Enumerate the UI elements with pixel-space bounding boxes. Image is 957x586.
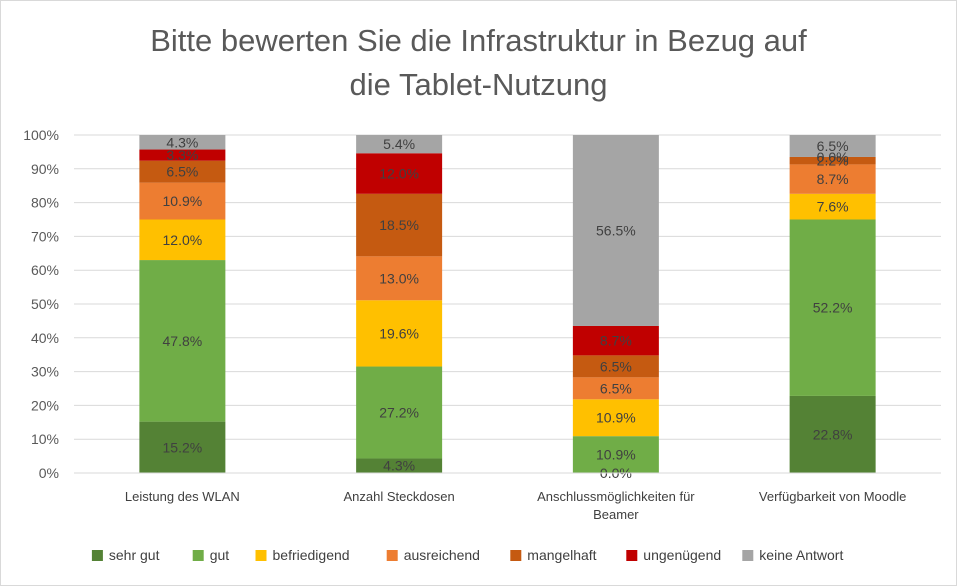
chart-title-line-1: Bitte bewerten Sie die Infrastruktur in … bbox=[150, 23, 807, 58]
bar-segment[interactable] bbox=[139, 135, 226, 150]
legend-item[interactable]: keine Antwort bbox=[742, 547, 843, 563]
bar-segment[interactable] bbox=[789, 193, 876, 220]
y-tick-label: 60% bbox=[31, 262, 59, 278]
chart-title: Bitte bewerten Sie die Infrastruktur in … bbox=[1, 19, 956, 107]
legend-swatch bbox=[742, 550, 754, 561]
y-tick-label: 40% bbox=[31, 330, 59, 346]
bar-segment[interactable] bbox=[789, 156, 876, 165]
legend-item[interactable]: ungenügend bbox=[626, 547, 721, 563]
data-label: 10.9% bbox=[163, 193, 203, 209]
bar-segment[interactable] bbox=[139, 421, 226, 473]
x-category-label: Anschlussmöglichkeiten für bbox=[537, 489, 695, 504]
legend-swatch bbox=[91, 550, 103, 561]
bar-segment[interactable] bbox=[356, 300, 443, 367]
axes: 0% 10% 20% 30% 40% 50% 60% 70% 80% 90% 100% Leistun… bbox=[23, 127, 941, 522]
bar-segment[interactable] bbox=[139, 149, 226, 161]
legend-swatch bbox=[386, 550, 398, 561]
data-label: 2.2% bbox=[817, 153, 849, 169]
x-category-label: Beamer bbox=[593, 507, 639, 522]
data-label: 3.3% bbox=[166, 147, 198, 163]
bar-segment[interactable] bbox=[356, 153, 443, 194]
legend-item[interactable]: ausreichend bbox=[386, 547, 480, 563]
data-label: 12.0% bbox=[379, 166, 419, 182]
legend-label: ausreichend bbox=[404, 547, 480, 563]
y-tick-label: 80% bbox=[31, 195, 59, 211]
legend[interactable]: sehr gut gut befriedigend ausreichend mangel… bbox=[91, 547, 844, 563]
data-label: 6.5% bbox=[600, 380, 632, 396]
legend-label: befriedigend bbox=[273, 547, 350, 563]
legend-swatch bbox=[510, 550, 522, 561]
data-labels: 15.2%47.8%12.0%10.9%6.5%3.3%4.3%4.3%27.2… bbox=[163, 134, 853, 481]
bar-segment[interactable] bbox=[572, 399, 659, 437]
data-label: 13.0% bbox=[379, 270, 419, 286]
bar-segment[interactable] bbox=[139, 260, 226, 422]
data-label: 6.5% bbox=[600, 358, 632, 374]
bar-segment[interactable] bbox=[572, 436, 659, 473]
legend-swatch bbox=[626, 550, 638, 561]
y-tick-label: 20% bbox=[31, 397, 59, 413]
data-label: 47.8% bbox=[163, 333, 203, 349]
bar-segment[interactable] bbox=[356, 458, 443, 473]
bar-segment[interactable] bbox=[356, 135, 443, 154]
chart-title-line-2: die Tablet-Nutzung bbox=[349, 67, 608, 102]
data-label: 5.4% bbox=[383, 136, 415, 152]
bar-segment[interactable] bbox=[356, 256, 443, 301]
bar-segment[interactable] bbox=[139, 160, 226, 183]
data-label: 4.3% bbox=[166, 134, 198, 150]
data-label: 22.8% bbox=[813, 426, 853, 442]
bar-segment[interactable] bbox=[139, 182, 226, 220]
y-tick-label: 0% bbox=[39, 465, 59, 481]
data-label: 52.2% bbox=[813, 300, 853, 316]
data-label: 18.5% bbox=[379, 217, 419, 233]
legend-label: gut bbox=[210, 547, 230, 563]
bars bbox=[139, 135, 876, 473]
data-label: 7.6% bbox=[817, 199, 849, 215]
legend-swatch bbox=[255, 550, 267, 561]
data-label: 4.3% bbox=[383, 458, 415, 474]
bar-segment[interactable] bbox=[789, 164, 876, 194]
data-label: 0.0% bbox=[817, 149, 849, 165]
legend-item[interactable]: mangelhaft bbox=[510, 547, 597, 563]
y-tick-label: 50% bbox=[31, 296, 59, 312]
legend-label: ungenügend bbox=[643, 547, 721, 563]
data-label: 56.5% bbox=[596, 222, 636, 238]
bar-segment[interactable] bbox=[572, 377, 659, 400]
x-category-label: Anzahl Steckdosen bbox=[343, 489, 454, 504]
data-label: 8.7% bbox=[600, 333, 632, 349]
y-tick-label: 90% bbox=[31, 161, 59, 177]
bar-segment[interactable] bbox=[789, 219, 876, 396]
data-label: 10.9% bbox=[596, 410, 636, 426]
legend-item[interactable]: befriedigend bbox=[255, 547, 350, 563]
bar-segment[interactable] bbox=[356, 193, 443, 257]
y-tick-label: 10% bbox=[31, 431, 59, 447]
legend-swatch bbox=[192, 550, 204, 561]
bar-segment[interactable] bbox=[572, 135, 659, 326]
data-label: 27.2% bbox=[379, 404, 419, 420]
legend-label: sehr gut bbox=[109, 547, 160, 563]
y-tick-label: 30% bbox=[31, 364, 59, 380]
data-label: 8.7% bbox=[817, 171, 849, 187]
bar-segment[interactable] bbox=[789, 135, 876, 157]
data-label: 19.6% bbox=[379, 325, 419, 341]
data-label: 15.2% bbox=[163, 439, 203, 455]
y-tick-label: 70% bbox=[31, 228, 59, 244]
legend-label: mangelhaft bbox=[527, 547, 596, 563]
bar-segment[interactable] bbox=[789, 395, 876, 473]
bar-segment[interactable] bbox=[356, 366, 443, 459]
x-category-label: Leistung des WLAN bbox=[125, 489, 240, 504]
y-tick-label: 100% bbox=[23, 127, 59, 143]
bar-segment[interactable] bbox=[572, 355, 659, 378]
legend-item[interactable]: sehr gut bbox=[91, 547, 160, 563]
data-label: 6.5% bbox=[817, 138, 849, 154]
legend-label: keine Antwort bbox=[759, 547, 843, 563]
bar-segment[interactable] bbox=[139, 219, 226, 261]
data-label: 12.0% bbox=[163, 232, 203, 248]
x-category-label: Verfügbarkeit von Moodle bbox=[759, 489, 906, 504]
data-label: 10.9% bbox=[596, 447, 636, 463]
legend-item[interactable]: gut bbox=[192, 547, 230, 563]
bar-segment[interactable] bbox=[572, 325, 659, 356]
data-label: 6.5% bbox=[166, 164, 198, 180]
